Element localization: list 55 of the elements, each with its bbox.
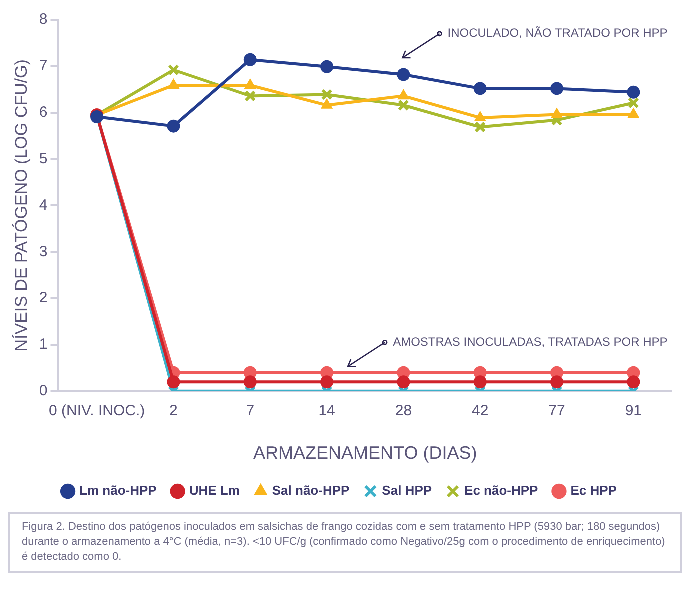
x-tick-label: 91	[625, 402, 642, 420]
x-tick-label: 42	[472, 402, 489, 420]
point	[320, 60, 334, 74]
point	[551, 108, 563, 118]
x-tick-label: 7	[246, 402, 255, 420]
legend-label: Ec HPP	[570, 483, 618, 498]
point	[244, 53, 257, 66]
y-tick-label: 7	[39, 58, 48, 75]
point	[627, 376, 640, 389]
annotation: INOCULADO, NÃO TRATADO POR HPP	[448, 26, 668, 40]
point	[474, 122, 486, 133]
point	[321, 98, 333, 109]
point	[474, 376, 487, 389]
point	[397, 376, 410, 389]
x-tick-label: 2	[170, 402, 178, 420]
point	[474, 82, 487, 96]
x-tick-label: 77	[548, 402, 566, 420]
y-tick-label: 5	[39, 150, 48, 168]
point	[244, 376, 257, 389]
point	[398, 90, 410, 100]
legend-label: Sal não-HPP	[272, 483, 350, 498]
y-tick-label: 4	[39, 196, 48, 214]
point	[168, 78, 180, 89]
legend-label: Sal HPP	[382, 483, 432, 498]
x-tick-label: 0 (NIV. INOC.)	[49, 402, 146, 420]
y-axis-title: NÍVEIS DE PATÓGENO (LOG CFU/G)	[12, 60, 31, 352]
x-axis-title: ARMAZENAMENTO (DIAS)	[254, 443, 478, 464]
legend-label: Lm não-HPP	[80, 483, 158, 498]
point	[244, 90, 256, 102]
x-tick-label: 14	[318, 402, 336, 420]
point	[398, 100, 410, 112]
point	[321, 89, 333, 100]
point	[320, 376, 334, 389]
point	[167, 120, 180, 133]
point	[474, 111, 486, 122]
point	[550, 82, 564, 96]
text: Figura 2. Destino dos patógenos inoculados em salsichas de frango cozidas com e sem tratamento HPP (5930 bar; 180 segundos) durante o armazenamento a 4°C (média, n=3). <10 UFC/g (confirmado como Negativo/25g com o procedimento de enriquecimento) é detectado como 0.	[22, 520, 666, 565]
y-tick-label: 2	[39, 290, 48, 307]
point	[628, 97, 640, 109]
y-tick-label: 0	[39, 382, 48, 400]
point	[628, 108, 640, 118]
y-tick-label: 8	[39, 11, 48, 28]
y-tick-label: 1	[39, 336, 48, 354]
point	[550, 376, 564, 389]
point	[627, 86, 640, 99]
point	[244, 78, 256, 89]
legend-label: Ec não-HPP	[464, 483, 539, 498]
y-tick-label: 6	[39, 104, 48, 121]
legend-label: UHE Lm	[189, 483, 240, 498]
point	[397, 68, 410, 82]
x-tick-label: 28	[395, 402, 412, 420]
point	[167, 376, 180, 389]
annotation: AMOSTRAS INOCULADAS, TRATADAS POR HPP	[393, 334, 668, 349]
point	[168, 64, 180, 76]
y-tick-label: 3	[39, 243, 48, 260]
